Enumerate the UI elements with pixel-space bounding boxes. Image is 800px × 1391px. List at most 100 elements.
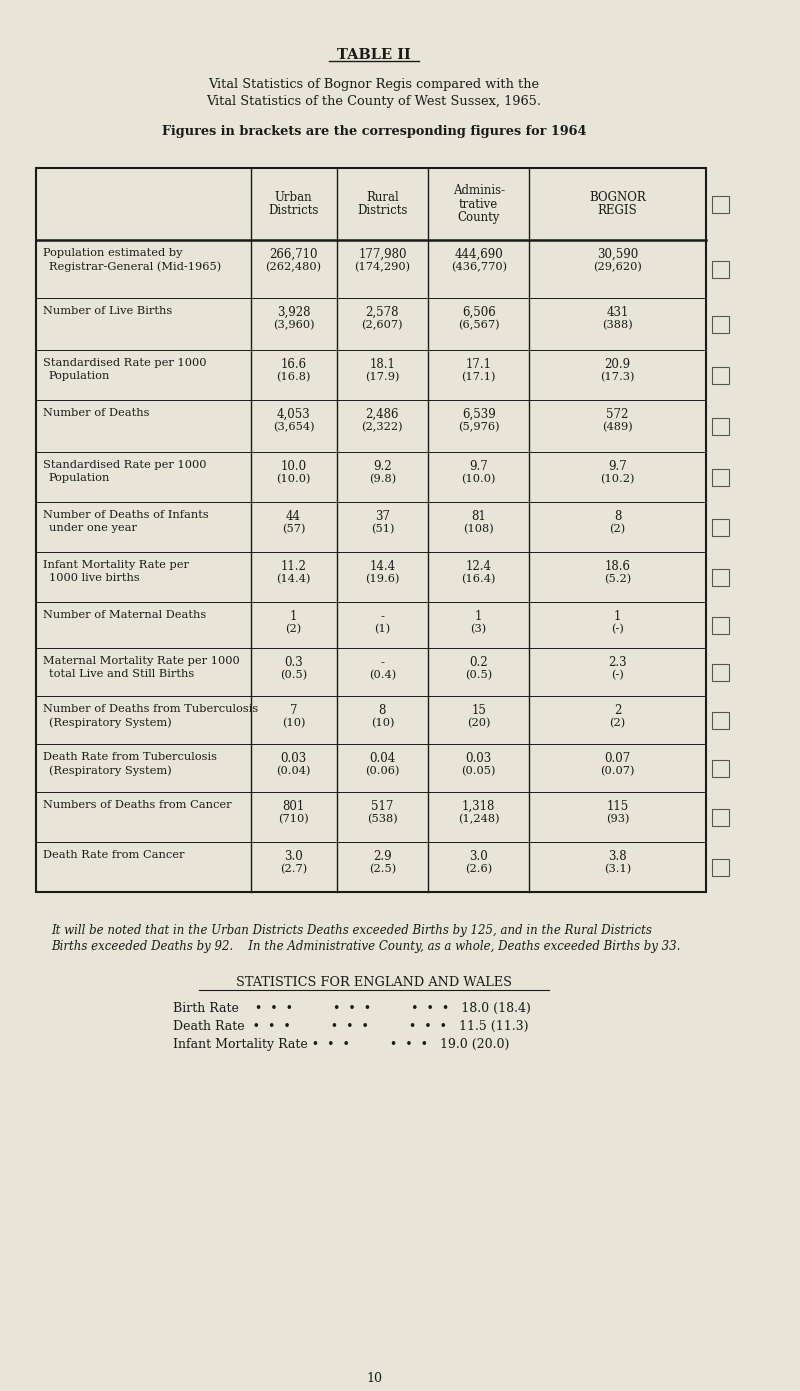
Text: 1: 1 (475, 611, 482, 623)
Text: 18.1: 18.1 (370, 357, 395, 371)
Text: 2,578: 2,578 (366, 306, 399, 319)
Text: (17.9): (17.9) (365, 371, 400, 383)
Text: 444,690: 444,690 (454, 248, 503, 262)
Text: 0.2: 0.2 (470, 657, 488, 669)
Text: 10.0: 10.0 (281, 460, 306, 473)
Text: 1000 live births: 1000 live births (49, 573, 139, 583)
Text: 0.04: 0.04 (370, 753, 395, 765)
Bar (713, 569, 730, 586)
Text: Number of Live Births: Number of Live Births (43, 306, 172, 316)
Text: (2.7): (2.7) (280, 864, 307, 875)
Bar (713, 469, 730, 485)
Text: (3,960): (3,960) (273, 320, 314, 330)
Bar (713, 366, 730, 384)
Text: 3.0: 3.0 (470, 850, 488, 862)
Text: under one year: under one year (49, 523, 137, 533)
Text: 10: 10 (366, 1372, 382, 1385)
Text: 0.03: 0.03 (281, 753, 306, 765)
Text: Standardised Rate per 1000: Standardised Rate per 1000 (43, 460, 206, 470)
Text: (16.8): (16.8) (276, 371, 311, 383)
Text: (2,322): (2,322) (362, 421, 403, 433)
Text: (0.05): (0.05) (462, 766, 496, 776)
Text: (3.1): (3.1) (604, 864, 631, 875)
Text: (0.07): (0.07) (600, 766, 635, 776)
Text: (1): (1) (374, 625, 390, 634)
Text: Population: Population (49, 371, 110, 381)
Text: (2): (2) (286, 625, 302, 634)
Text: (0.5): (0.5) (280, 670, 307, 680)
Bar (713, 664, 730, 680)
Text: (262,480): (262,480) (266, 262, 322, 273)
Text: 7: 7 (290, 704, 298, 716)
Text: (388): (388) (602, 320, 633, 330)
Text: Number of Deaths: Number of Deaths (43, 408, 150, 419)
Text: Infant Mortality Rate •  •  •          •  •  •   19.0 (20.0): Infant Mortality Rate • • • • • • 19.0 (… (173, 1038, 510, 1052)
Text: 9.7: 9.7 (470, 460, 488, 473)
Text: Population estimated by: Population estimated by (43, 248, 182, 257)
Text: -: - (381, 611, 385, 623)
Text: (0.5): (0.5) (465, 670, 492, 680)
Text: (10): (10) (370, 718, 394, 729)
Text: 9.2: 9.2 (373, 460, 392, 473)
Text: (489): (489) (602, 421, 633, 433)
Text: Standardised Rate per 1000: Standardised Rate per 1000 (43, 357, 206, 369)
Text: (5,976): (5,976) (458, 421, 499, 433)
Text: (0.4): (0.4) (369, 670, 396, 680)
Text: trative: trative (459, 198, 498, 210)
Text: (Respiratory System): (Respiratory System) (49, 716, 171, 727)
Text: 9.7: 9.7 (608, 460, 627, 473)
Text: 266,710: 266,710 (270, 248, 318, 262)
Text: (93): (93) (606, 814, 630, 825)
Text: 115: 115 (606, 800, 629, 812)
Text: (6,567): (6,567) (458, 320, 499, 330)
Text: Adminis-: Adminis- (453, 185, 505, 198)
Text: Urban: Urban (274, 191, 313, 204)
Text: (-): (-) (611, 670, 624, 680)
Text: REGIS: REGIS (598, 204, 638, 217)
Text: Vital Statistics of the County of West Sussex, 1965.: Vital Statistics of the County of West S… (206, 95, 542, 108)
Bar (713, 260, 730, 277)
Text: 3,928: 3,928 (277, 306, 310, 319)
Text: 801: 801 (282, 800, 305, 812)
Text: 15: 15 (471, 704, 486, 716)
Text: -: - (381, 657, 385, 669)
Text: (436,770): (436,770) (450, 262, 506, 273)
Text: 6,539: 6,539 (462, 408, 495, 421)
Text: Vital Statistics of Bognor Regis compared with the: Vital Statistics of Bognor Regis compare… (209, 78, 539, 90)
Text: Death Rate  •  •  •          •  •  •          •  •  •   11.5 (11.3): Death Rate • • • • • • • • • 11.5 (11.3) (173, 1020, 529, 1034)
Text: (174,290): (174,290) (354, 262, 410, 273)
Text: (0.04): (0.04) (276, 766, 311, 776)
Text: (1,248): (1,248) (458, 814, 499, 825)
Text: 0.3: 0.3 (284, 657, 303, 669)
Text: (710): (710) (278, 814, 309, 825)
Text: 431: 431 (606, 306, 629, 319)
Bar (713, 712, 730, 729)
Text: County: County (458, 210, 500, 224)
Text: (57): (57) (282, 524, 306, 534)
Text: (10.0): (10.0) (276, 474, 311, 484)
Text: (19.6): (19.6) (365, 574, 400, 584)
Text: 4,053: 4,053 (277, 408, 310, 421)
Text: Births exceeded Deaths by 92.    In the Administrative County, as a whole, Death: Births exceeded Deaths by 92. In the Adm… (51, 940, 681, 953)
Text: Districts: Districts (358, 204, 408, 217)
Text: (9.8): (9.8) (369, 474, 396, 484)
Text: (3): (3) (470, 625, 487, 634)
Text: (2,607): (2,607) (362, 320, 403, 330)
Text: 12.4: 12.4 (466, 561, 492, 573)
Text: STATISTICS FOR ENGLAND AND WALES: STATISTICS FOR ENGLAND AND WALES (236, 976, 512, 989)
Text: TABLE II: TABLE II (337, 49, 411, 63)
Text: Death Rate from Tuberculosis: Death Rate from Tuberculosis (43, 753, 217, 762)
Text: (2): (2) (610, 524, 626, 534)
Text: 0.07: 0.07 (605, 753, 630, 765)
Text: 20.9: 20.9 (605, 357, 630, 371)
Text: 0.03: 0.03 (466, 753, 492, 765)
Text: Maternal Mortality Rate per 1000: Maternal Mortality Rate per 1000 (43, 657, 240, 666)
Text: 1: 1 (290, 611, 298, 623)
Text: (2.5): (2.5) (369, 864, 396, 875)
Text: Number of Deaths from Tuberculosis: Number of Deaths from Tuberculosis (43, 704, 258, 714)
Text: 2.3: 2.3 (608, 657, 627, 669)
Text: (20): (20) (467, 718, 490, 729)
Bar (713, 616, 730, 633)
Bar (713, 759, 730, 776)
Text: 81: 81 (471, 510, 486, 523)
